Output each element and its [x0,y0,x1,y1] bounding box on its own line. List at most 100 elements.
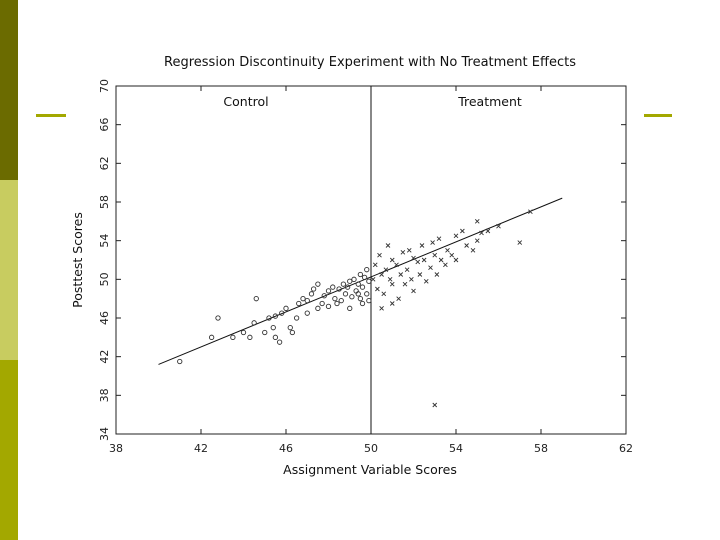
control-point [300,296,306,302]
accent-line-left [36,114,66,117]
treatment-point [387,277,393,282]
control-point [342,291,349,297]
control-point [359,284,366,290]
y-tick-label: 42 [98,350,111,364]
treatment-point [485,228,491,234]
accent-line-right [644,114,672,117]
treatment-point [419,243,425,248]
treatment-point [445,248,450,253]
treatment-point [398,272,404,277]
control-point [308,291,315,297]
control-point [253,296,259,302]
treatment-point [415,259,421,265]
control-point [266,315,272,321]
x-axis-label: Assignment Variable Scores [283,462,457,477]
control-point [315,305,321,311]
y-tick-label: 54 [98,234,111,248]
treatment-point [432,402,438,408]
treatment-point [428,265,433,271]
treatment-point [517,240,523,245]
sidebar-segment-dark [0,0,18,180]
x-tick-label: 62 [619,442,633,455]
control-point [319,300,325,307]
treatment-point [438,257,444,263]
control-point [230,334,236,340]
treatment-point [479,230,484,236]
control-point [289,329,296,336]
treatment-point [379,272,384,277]
control-point [366,278,372,284]
region-label-treatment: Treatment [457,94,522,109]
treatment-point [381,291,387,297]
control-point [325,288,332,294]
y-tick-label: 66 [98,118,111,132]
treatment-point [496,223,501,229]
treatment-point [474,219,480,224]
treatment-point [394,262,399,268]
y-tick-label: 50 [98,272,111,286]
control-point [177,358,183,365]
x-tick-label: 54 [449,442,463,455]
treatment-point [436,236,442,242]
control-point [355,291,361,297]
treatment-point [385,243,391,248]
sidebar-segment-light [0,180,18,360]
chart-title: Regression Discontinuity Experiment with… [164,55,576,70]
treatment-point [406,248,412,253]
treatment-point [423,278,429,284]
treatment-point [453,257,459,263]
treatment-point [470,248,476,253]
x-tick-label: 42 [194,442,208,455]
x-tick-label: 58 [534,442,548,455]
control-point [338,297,344,304]
y-tick-label: 46 [98,311,111,325]
control-point [366,297,372,304]
control-point [262,329,268,336]
control-point [321,293,327,299]
control-point [330,284,336,290]
x-tick-label: 46 [279,442,293,455]
treatment-point [377,252,382,258]
y-axis-label: Posttest Scores [70,212,85,308]
control-point [272,313,279,319]
x-tick-label: 38 [109,442,123,455]
control-point [364,291,370,297]
slide-sidebar [0,0,18,540]
control-point [349,294,355,300]
treatment-point [421,257,427,263]
control-point [276,339,283,345]
treatment-point [396,296,401,301]
control-point [357,296,364,302]
control-point [287,325,293,331]
control-point [215,315,221,321]
control-point [304,310,310,316]
y-tick-label: 34 [98,427,111,441]
x-tick-label: 50 [364,442,378,455]
treatment-point [383,267,389,272]
control-point [251,320,257,326]
control-point [332,296,338,302]
control-point [325,303,332,310]
control-point [208,334,215,340]
control-point [351,276,357,282]
control-point [272,334,279,340]
control-point [364,267,370,273]
treatment-point [404,267,410,272]
control-point [270,325,276,331]
treatment-point [372,262,378,268]
treatment-point [430,240,435,245]
treatment-point [411,255,416,261]
y-tick-label: 58 [98,195,111,209]
treatment-point [375,286,380,292]
control-point [240,329,247,336]
control-point [347,305,353,311]
treatment-point [474,238,480,243]
control-point [340,281,347,287]
treatment-point [389,301,395,306]
treatment-point [400,249,406,255]
treatment-point [528,209,533,214]
treatment-point [434,272,440,277]
control-point [283,305,289,311]
y-tick-label: 70 [98,79,111,93]
